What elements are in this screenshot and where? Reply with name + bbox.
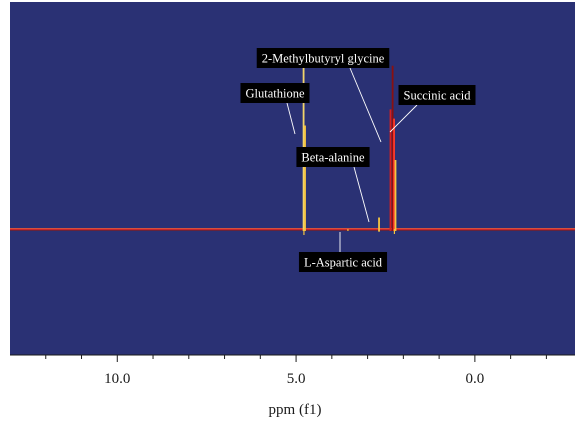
annotation-leader-1 (349, 67, 382, 143)
annotation-box (398, 85, 476, 105)
annotation-text: L-Aspartic acid (304, 256, 383, 270)
annotation-box (298, 252, 388, 272)
annotation-leader-3 (353, 166, 370, 223)
annotation-box (296, 147, 370, 167)
spectrum-baseline-layer (10, 228, 575, 231)
annotation-label-0: Glutathione (240, 83, 310, 103)
x-tick-label: 0.0 (465, 371, 484, 387)
annotation-text: 2-Methylbutyryl glycine (262, 52, 385, 66)
annotation-text: Beta-alanine (301, 151, 365, 165)
annotation-label-2: Succinic acid (398, 85, 476, 105)
x-tick-label: 10.0 (104, 371, 130, 387)
annotation-text: Glutathione (245, 87, 304, 101)
annotation-label-3: Beta-alanine (296, 147, 370, 167)
annotation-box (240, 83, 310, 103)
x-axis: 10.0 5.0 0.0 (10, 354, 575, 387)
annotation-label-4: L-Aspartic acid (298, 252, 388, 272)
annotation-box (256, 48, 390, 68)
annotation-label-1: 2-Methylbutyryl glycine (256, 48, 390, 68)
annotation-leaders-layer (286, 67, 418, 252)
x-tick-label: 5.0 (287, 371, 306, 387)
annotation-text: Succinic acid (404, 89, 472, 103)
annotation-labels-layer: Glutathione 2-Methylbutyryl glycine Succin… (240, 48, 476, 272)
annotation-leader-2 (389, 104, 418, 133)
x-axis-title: ppm (f1) (269, 402, 322, 418)
annotation-leader-0 (286, 102, 296, 135)
